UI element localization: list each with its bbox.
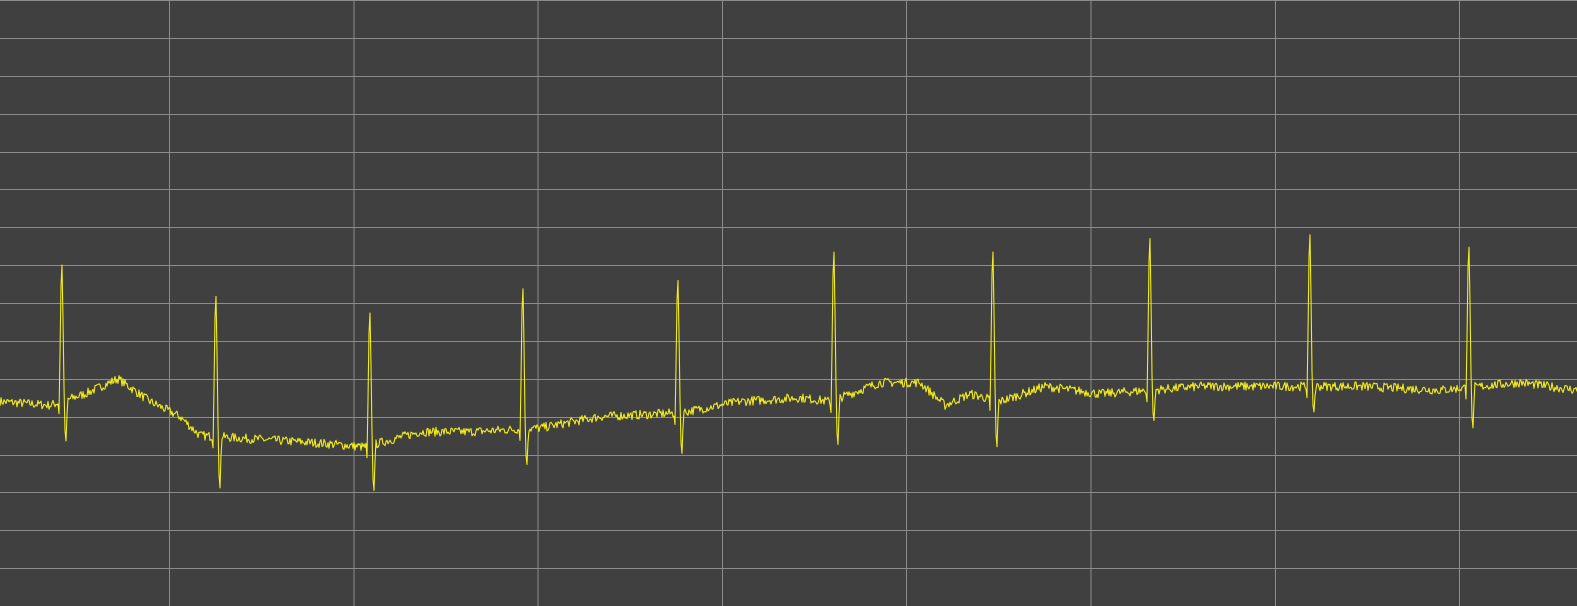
ecg-series <box>0 234 1577 492</box>
ecg-trace-line <box>0 234 1577 492</box>
